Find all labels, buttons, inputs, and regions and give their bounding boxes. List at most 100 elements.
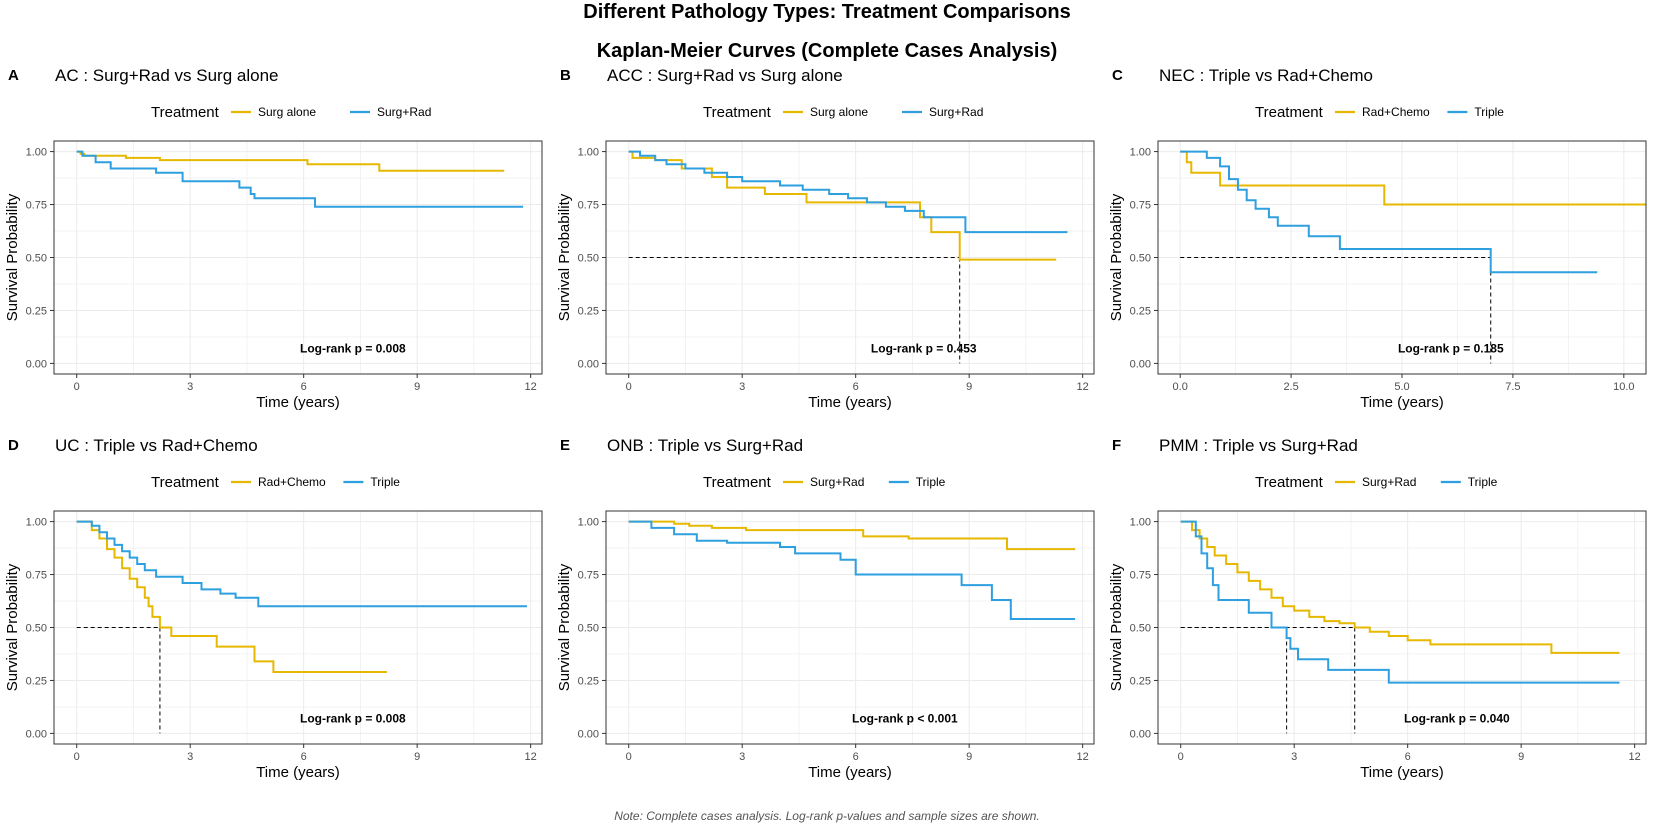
x-tick-label: 7.5 [1505, 381, 1520, 393]
y-tick-label: 0.00 [578, 358, 599, 370]
y-tick-label: 0.50 [26, 253, 47, 265]
gridlines [54, 141, 542, 374]
x-tick-label: 6 [301, 381, 307, 393]
plot-area: Log-rank p < 0.001 [605, 510, 1095, 745]
survival-curve-surg-rad [628, 150, 1068, 234]
panel-d: D UC : Triple vs Rad+Chemo Treatment Rad+Ch… [4, 436, 543, 781]
legend-label: Triple [1474, 105, 1504, 119]
logrank-pvalue: Log-rank p < 0.001 [852, 712, 958, 726]
panel-title: AC : Surg+Rad vs Surg alone [55, 66, 278, 85]
legend-label: Rad+Chemo [1362, 105, 1430, 119]
survival-curve-surg-rad [76, 150, 524, 208]
y-tick-label: 0.50 [1130, 253, 1151, 265]
y-tick-label: 0.25 [26, 675, 47, 687]
legend: Treatment Surg+Rad Triple [1255, 474, 1498, 491]
y-tick-label: 1.00 [578, 147, 599, 159]
survival-curve-rad-chemo [76, 520, 387, 673]
x-tick-label: 0 [1178, 751, 1184, 763]
survival-curve-surg-alone [76, 150, 505, 172]
x-axis-title: Time (years) [1360, 394, 1444, 411]
x-axis: 0 3 6 9 12 Time (years) [74, 744, 537, 781]
y-tick-label: 1.00 [1130, 517, 1151, 529]
legend-label: Triple [1468, 475, 1498, 489]
legend-title: Treatment [1255, 474, 1324, 491]
panel-letter: C [1112, 67, 1123, 84]
survival-curve-rad-chemo [1180, 150, 1646, 206]
x-tick-label: 12 [1629, 751, 1641, 763]
x-tick-label: 3 [187, 751, 193, 763]
y-tick-label: 0.75 [26, 200, 47, 212]
legend: Treatment Surg alone Surg+Rad [151, 104, 431, 121]
gridlines [1158, 511, 1646, 744]
gridlines [54, 511, 542, 744]
survival-curve-surg-rad [628, 520, 1076, 551]
legend-label: Surg+Rad [1362, 475, 1416, 489]
gridlines [606, 511, 1094, 744]
median-line [1180, 627, 1356, 734]
x-tick-label: 3 [739, 381, 745, 393]
y-axis: 0.00 0.25 0.50 0.75 1.00 Survival Probability [556, 147, 606, 370]
y-tick-label: 0.75 [578, 200, 599, 212]
footnote: Note: Complete cases analysis. Log-rank … [614, 809, 1040, 823]
panel-title: UC : Triple vs Rad+Chemo [55, 436, 258, 455]
survival-curve-triple [628, 520, 1076, 620]
legend-label: Triple [370, 475, 400, 489]
plot-area: Log-rank p = 0.040 [1157, 510, 1647, 745]
x-tick-label: 9 [414, 751, 420, 763]
panel-title: PMM : Triple vs Surg+Rad [1159, 436, 1358, 455]
median-line [76, 627, 161, 734]
legend-label: Rad+Chemo [258, 475, 326, 489]
legend-label: Surg alone [258, 105, 316, 119]
legend: Treatment Surg+Rad Triple [703, 474, 946, 491]
x-tick-label: 10.0 [1613, 381, 1634, 393]
x-axis-title: Time (years) [808, 764, 892, 781]
figure-subtitle: Kaplan-Meier Curves (Complete Cases Anal… [597, 40, 1058, 62]
legend-title: Treatment [1255, 104, 1324, 121]
logrank-pvalue: Log-rank p = 0.008 [300, 712, 406, 726]
median-line [628, 257, 961, 364]
y-tick-label: 0.25 [26, 305, 47, 317]
plot-area: Log-rank p = 0.008 [53, 140, 543, 375]
y-tick-label: 0.25 [578, 675, 599, 687]
x-tick-label: 12 [525, 751, 537, 763]
panel-b: B ACC : Surg+Rad vs Surg alone Treatment Su… [556, 66, 1095, 411]
x-tick-label: 12 [1077, 751, 1089, 763]
y-axis-title: Survival Probability [556, 193, 573, 321]
y-tick-label: 0.50 [26, 623, 47, 635]
x-tick-label: 9 [414, 381, 420, 393]
x-tick-label: 0 [74, 751, 80, 763]
legend-label: Surg+Rad [929, 105, 983, 119]
panel-letter: E [560, 437, 570, 454]
y-tick-label: 1.00 [26, 147, 47, 159]
y-tick-label: 0.50 [578, 623, 599, 635]
x-axis: 0 3 6 9 12 Time (years) [1178, 744, 1641, 781]
y-axis: 0.00 0.25 0.50 0.75 1.00 Survival Probability [556, 517, 606, 740]
panel-e: E ONB : Triple vs Surg+Rad Treatment Surg+R… [556, 436, 1095, 781]
y-tick-label: 0.00 [1130, 728, 1151, 740]
y-tick-label: 0.25 [578, 305, 599, 317]
x-tick-label: 0 [626, 751, 632, 763]
y-tick-label: 0.75 [578, 570, 599, 582]
panel-letter: F [1112, 437, 1121, 454]
panels: A AC : Surg+Rad vs Surg alone Treatment Sur… [4, 66, 1647, 781]
y-tick-label: 0.25 [1130, 305, 1151, 317]
x-axis: 0 3 6 9 12 Time (years) [74, 374, 537, 411]
legend: Treatment Rad+Chemo Triple [151, 474, 400, 491]
x-tick-label: 9 [1518, 751, 1524, 763]
y-tick-label: 1.00 [1130, 147, 1151, 159]
legend-label: Surg alone [810, 105, 868, 119]
survival-curve-triple [1180, 150, 1598, 274]
x-tick-label: 3 [739, 751, 745, 763]
panel-letter: A [8, 67, 19, 84]
legend-label: Triple [916, 475, 946, 489]
y-axis-title: Survival Probability [556, 563, 573, 691]
y-tick-label: 0.75 [1130, 570, 1151, 582]
panel-a: A AC : Surg+Rad vs Surg alone Treatment Sur… [4, 66, 543, 411]
legend-label: Surg+Rad [810, 475, 864, 489]
y-tick-label: 0.75 [26, 570, 47, 582]
x-tick-label: 6 [853, 381, 859, 393]
x-axis: 0.0 2.5 5.0 7.5 10.0 Time (years) [1173, 374, 1635, 411]
y-tick-label: 0.50 [578, 253, 599, 265]
panel-letter: B [560, 67, 571, 84]
